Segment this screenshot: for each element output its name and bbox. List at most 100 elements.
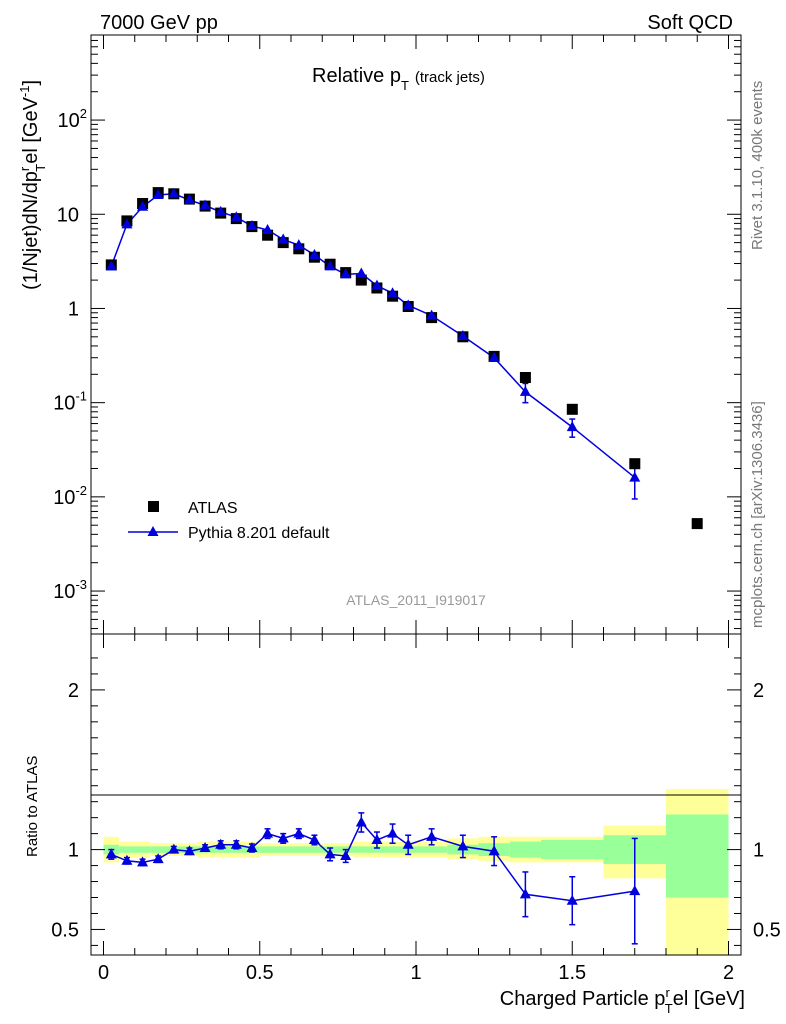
ratio-pythia-point [105,848,117,859]
pythia-point [105,260,117,271]
main-y-tick-label: 10 [57,204,79,226]
ratio-pythia-point [121,854,133,865]
ratio-pythia-point [426,830,438,841]
pythia-point [340,268,352,279]
pythia-point [230,211,242,222]
main-ylabel: (1/Njet)dN/dprTel [GeV-1] [17,80,48,290]
main-y-tick-label: 10-2 [53,483,87,509]
atlas-point [691,518,703,530]
atlas-point [355,274,367,286]
ratio-band-inner [509,841,541,858]
pythia-point [308,248,320,259]
x-tick-label: 1 [410,962,421,984]
main-y-tick-label: 102 [58,106,87,132]
ratio-pythia-point [324,848,336,859]
ratio-pythia-point [230,838,242,849]
analysis-id: ATLAS_2011_I919017 [346,592,486,608]
legend-label-atlas: ATLAS [188,500,238,517]
pythia-point [152,189,164,200]
plot-title-sub: T [401,78,409,93]
plot-title-main: Relative p [312,65,401,87]
ratio-pythia-point [519,888,531,899]
ratio-pythia-point [457,840,469,851]
ratio-y-tick-label-right: 0.5 [753,919,781,941]
ratio-pythia-point [371,834,383,845]
main-y-tick-label: 10-1 [53,389,87,415]
legend-marker-atlas [148,501,159,512]
legend: ATLAS Pythia 8.201 default [128,500,330,542]
atlas-point [566,403,578,415]
ratio-band-inner [119,846,151,853]
pythia-point [355,267,367,278]
pythia-point [629,471,641,482]
pythia-point [402,299,414,310]
ratio-band-inner [197,846,260,853]
pythia-point [199,199,211,210]
ratio-y-tick-label-right: 1 [753,840,764,862]
pythia-point [137,200,149,211]
ratio-y-tick-label-right: 2 [753,680,764,702]
main-panel: 10-3 10-2 10-1 1 10 102 Relative pT (track jet… [17,34,742,635]
ratio-axis-ticks: 0.5 0.5 1 1 2 2 0 0.5 1 1.5 2 [51,634,781,984]
ratio-pythia-point [355,816,367,827]
process-label: Soft QCD [647,12,733,34]
ratio-pythia-point [137,856,149,867]
ratio-pythia-point [629,885,641,896]
pythia-point [387,287,399,298]
ratio-pythia-point [566,894,578,905]
ratio-pythia-point [246,842,258,852]
ratio-ylabel: Ratio to ATLAS [24,756,41,857]
pythia-point [246,220,258,231]
x-tick-label: 0.5 [246,962,274,984]
plot-title-suffix: (track jets) [415,69,485,86]
pythia-point [566,421,578,432]
ratio-band-inner [541,840,604,860]
ratio-y-tick-label-left: 1 [68,840,79,862]
ratio-pythia-point [402,838,414,849]
pythia-point [277,233,289,244]
main-series-layer [105,187,703,530]
pythia-point [215,205,227,216]
ratio-band-inner [666,814,729,898]
pythia-point [262,224,274,235]
xlabel: Charged Particle pr Tel [GeV] [500,985,745,1016]
ratio-pythia-point [199,842,211,852]
pythia-point [183,193,195,204]
main-axis-ticks: 10-3 10-2 10-1 1 10 102 [53,34,741,634]
x-tick-label: 0 [98,962,109,984]
rivet-label: Rivet 3.1.10, 400k events [749,81,766,250]
ratio-pythia-point [152,853,164,864]
ratio-pythia-point [183,845,195,856]
ratio-y-tick-label-left: 2 [68,680,79,702]
atlas-point [519,372,531,383]
legend-label-pythia: Pythia 8.201 default [188,525,330,542]
pythia-point [324,260,336,271]
ratio-series-layer [105,812,641,945]
pythia-point [168,187,180,198]
source-label: mcplots.cern.ch [arXiv:1306.3436] [749,401,766,628]
pythia-point [519,385,531,396]
ratio-band-inner [353,846,448,853]
legend-marker-pythia [147,526,159,536]
ratio-pythia-point [262,827,274,838]
main-plot-frame [90,34,742,635]
ratio-y-tick-label-left: 0.5 [51,919,79,941]
ratio-pythia-point [340,849,352,860]
ratio-pythia-point [308,834,320,845]
ratio-pythia-point [387,827,399,838]
ratio-panel: 0.5 0.5 1 1 2 2 0 0.5 1 1.5 2 Ratio to ATLAS Charg… [24,633,781,1016]
ratio-band-inner [259,846,354,853]
main-y-tick-label: 1 [68,298,79,320]
ratio-pythia-point [168,843,180,854]
ratio-pythia-point [215,838,227,849]
x-tick-label: 1.5 [558,962,586,984]
pythia-point [121,218,133,229]
atlas-point [629,458,641,470]
x-tick-label: 2 [723,962,734,984]
pythia-point [293,239,305,250]
plot-title: Relative pT (track jets) [312,65,485,93]
pythia-point [488,351,500,362]
pythia-line [110,193,636,479]
ratio-pythia-point [277,832,289,843]
